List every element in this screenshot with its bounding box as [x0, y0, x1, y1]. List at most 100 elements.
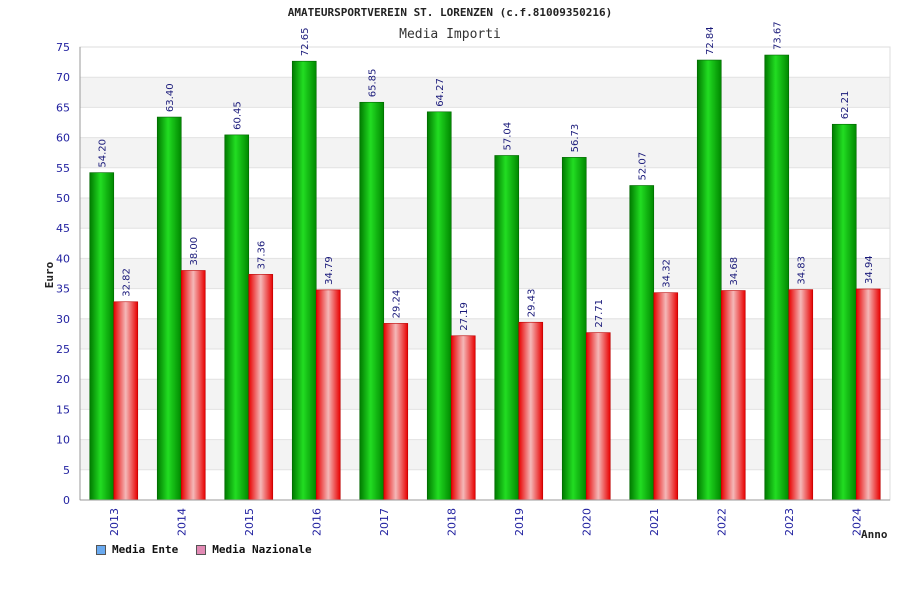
bar-media-ente	[426, 111, 452, 501]
y-tick-label: 10	[56, 434, 70, 447]
bar-media-ente	[764, 54, 790, 501]
chart-subtitle: Media Importi	[399, 27, 501, 42]
bar-media-nazionale	[113, 301, 139, 501]
bar-media-ente	[696, 59, 722, 501]
bar-media-nazionale	[855, 288, 881, 501]
x-tick-label: 2020	[580, 508, 593, 536]
chart-title: AMATEURSPORTVEREIN ST. LORENZEN (c.f.810…	[288, 6, 613, 19]
y-tick-label: 50	[56, 192, 70, 205]
data-label: 34.83	[797, 256, 808, 285]
legend-swatch-media-nazionale	[196, 544, 207, 555]
y-tick-label: 65	[56, 101, 70, 114]
x-axis-ticks: 2013 2014 2015 2016 2017 2018 2019 2020 2021 2022…	[108, 508, 864, 536]
data-labels: 54.20 32.82 63.40 38.00 60.45 37.36 72.65 34.79…	[98, 21, 876, 330]
y-axis-ticks: 0 5 10 15 20 25 30 35 40 45 50 55 60 65 70 75	[56, 41, 70, 507]
x-axis-label: Anno	[861, 528, 888, 541]
grid-band	[80, 47, 890, 78]
grid-band	[80, 137, 890, 168]
bar-media-ente	[359, 101, 385, 501]
grid-band	[80, 379, 890, 410]
y-tick-label: 55	[56, 162, 70, 175]
x-tick-label: 2022	[715, 508, 728, 536]
data-label: 34.68	[729, 257, 740, 286]
bar-media-ente	[89, 172, 115, 501]
grid-band	[80, 288, 890, 319]
y-tick-label: 15	[56, 403, 70, 416]
x-tick-label: 2016	[310, 508, 323, 536]
data-label: 62.21	[840, 91, 851, 120]
bars	[89, 54, 881, 501]
x-tick-label: 2015	[243, 508, 256, 536]
x-tick-label: 2019	[513, 508, 526, 536]
grid-band	[80, 167, 890, 198]
data-label: 57.04	[503, 122, 514, 151]
x-tick-label: 2018	[445, 508, 458, 536]
grid-band	[80, 198, 890, 229]
bar-media-nazionale	[383, 323, 409, 501]
data-label: 29.43	[527, 289, 538, 318]
bar-media-ente	[561, 157, 587, 501]
grid-band	[80, 228, 890, 259]
bar-media-ente	[831, 123, 857, 501]
y-tick-label: 25	[56, 343, 70, 356]
bar-media-ente	[494, 155, 520, 501]
y-tick-label: 75	[56, 41, 70, 54]
bar-media-nazionale	[518, 321, 544, 501]
bar-media-ente	[629, 185, 655, 501]
y-tick-label: 60	[56, 132, 70, 145]
data-label: 72.65	[300, 28, 311, 57]
bar-media-nazionale	[585, 332, 611, 501]
legend-item-media-ente: Media Ente	[96, 543, 178, 556]
y-tick-label: 0	[63, 494, 70, 507]
x-tick-label: 2021	[648, 508, 661, 536]
y-tick-label: 5	[63, 464, 70, 477]
data-label: 34.32	[662, 259, 673, 288]
legend-swatch-media-ente	[96, 544, 106, 555]
grid-band	[80, 107, 890, 138]
data-label: 64.27	[435, 78, 446, 107]
grid-band	[80, 439, 890, 470]
grid-band	[80, 318, 890, 349]
legend-label-media-ente: Media Ente	[112, 543, 179, 556]
data-label: 60.45	[233, 101, 244, 130]
data-label: 38.00	[189, 237, 200, 266]
data-label: 27.19	[459, 302, 470, 331]
y-tick-label: 70	[56, 71, 70, 84]
data-label: 29.24	[392, 290, 403, 319]
x-tick-label: 2017	[378, 508, 391, 536]
y-tick-label: 30	[56, 313, 70, 326]
x-tick-label: 2014	[175, 508, 188, 536]
grid-band	[80, 77, 890, 108]
bar-media-nazionale	[788, 289, 814, 501]
x-tick-label: 2024	[850, 508, 863, 536]
bar-media-ente	[156, 116, 182, 501]
y-tick-label: 20	[56, 373, 70, 386]
data-label: 32.82	[122, 268, 133, 297]
bar-media-ente	[291, 60, 317, 501]
grid-band	[80, 469, 890, 500]
bar-media-nazionale	[450, 335, 476, 501]
data-label: 65.85	[368, 69, 379, 98]
data-label: 56.73	[570, 124, 581, 153]
data-label: 34.94	[864, 255, 875, 284]
bar-media-nazionale	[720, 290, 746, 501]
bar-media-nazionale	[653, 292, 679, 501]
y-axis-label: Euro	[43, 261, 56, 288]
bar-media-nazionale	[180, 270, 206, 501]
data-label: 72.84	[705, 26, 716, 55]
x-tick-label: 2023	[783, 508, 796, 536]
legend: Media Ente Media Nazionale	[96, 543, 312, 556]
grid-bands	[80, 47, 890, 500]
data-label: 54.20	[98, 139, 109, 168]
y-tick-label: 35	[56, 283, 70, 296]
data-label: 37.36	[257, 241, 268, 270]
data-label: 63.40	[165, 83, 176, 112]
data-label: 52.07	[638, 152, 649, 181]
grid-band	[80, 349, 890, 380]
bar-media-nazionale	[248, 274, 274, 501]
bar-media-nazionale	[315, 289, 341, 501]
data-label: 27.71	[594, 299, 605, 328]
bar-media-ente	[224, 134, 250, 501]
grid-band	[80, 409, 890, 440]
